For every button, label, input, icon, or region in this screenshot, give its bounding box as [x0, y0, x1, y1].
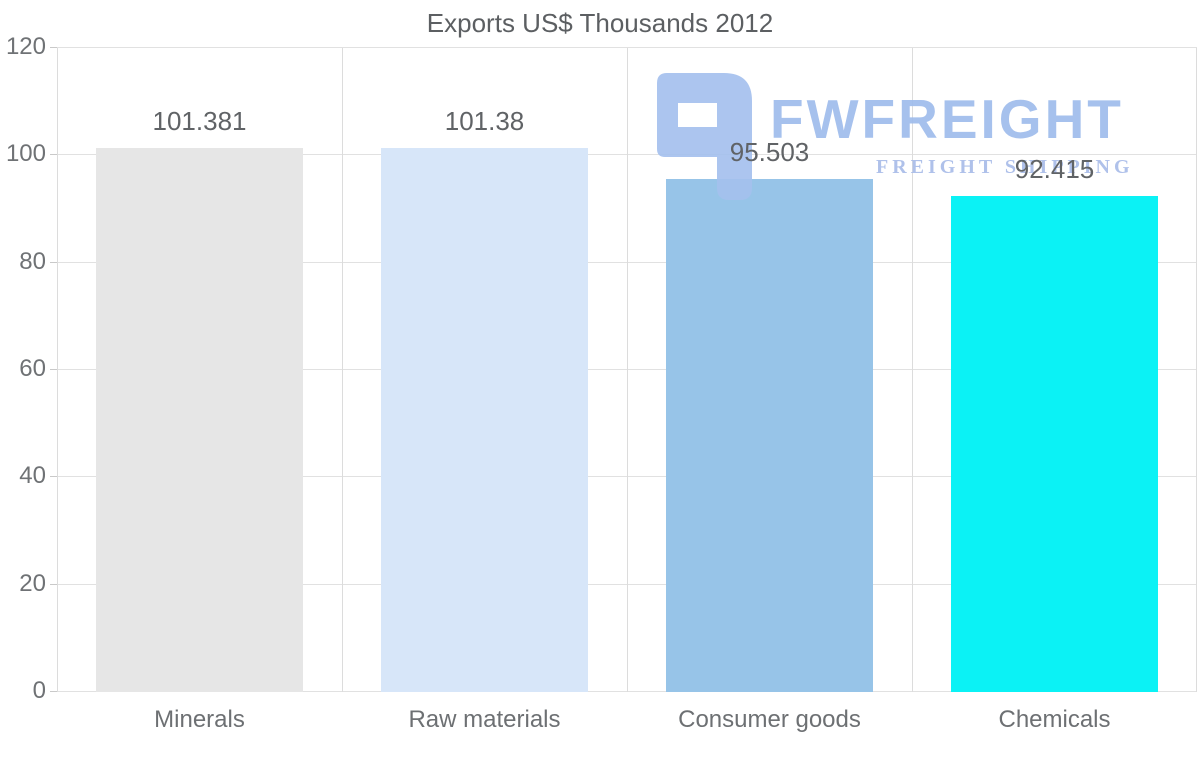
gridline-vertical	[912, 48, 913, 692]
axis-tick-mark	[50, 261, 57, 263]
y-tick-label: 40	[19, 462, 46, 490]
category-label: Chemicals	[998, 706, 1111, 733]
y-tick-label: 0	[32, 677, 46, 704]
bar-consumer-goods	[666, 179, 873, 692]
axis-tick-mark	[50, 47, 57, 48]
value-label: 101.38	[444, 105, 525, 136]
category-label: Minerals	[154, 706, 245, 733]
value-label: 92.415	[1014, 154, 1095, 185]
y-tick-label: 60	[19, 355, 46, 382]
axis-tick-mark	[50, 369, 57, 370]
value-label: 101.381	[152, 105, 247, 136]
y-tick-label: 80	[19, 247, 46, 275]
gridline-horizontal	[57, 47, 1197, 48]
axis-tick-mark	[50, 154, 57, 156]
category-label: Consumer goods	[678, 706, 861, 733]
y-axis-line	[57, 48, 58, 692]
gridline-vertical	[627, 48, 628, 692]
y-tick-label: 100	[5, 140, 46, 168]
plot-area: 0 20 40 60 80 100 120 101.381 Minerals 101.38 Raw …	[6, 34, 1197, 733]
bar-minerals	[96, 147, 303, 692]
y-tick-label: 120	[5, 33, 46, 60]
chart-title: Exports US$ Thousands 2012	[426, 8, 774, 38]
category-label: Raw materials	[408, 706, 561, 733]
gridline-vertical	[1196, 48, 1197, 692]
value-label: 95.503	[729, 137, 810, 168]
axis-tick-mark	[50, 691, 57, 692]
y-tick-label: 20	[19, 569, 46, 597]
gridline-vertical	[342, 48, 343, 692]
bar-chemicals	[951, 196, 1158, 692]
axis-tick-mark	[50, 583, 57, 585]
bar-raw-materials	[381, 147, 588, 692]
axis-tick-mark	[50, 476, 57, 478]
